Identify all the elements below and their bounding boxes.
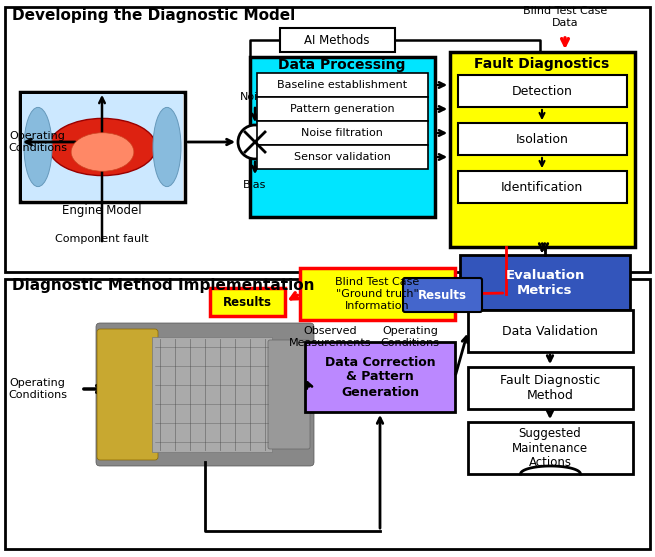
Circle shape	[238, 125, 272, 159]
FancyBboxPatch shape	[250, 57, 435, 217]
Text: Data Validation: Data Validation	[502, 325, 598, 338]
FancyBboxPatch shape	[468, 367, 633, 409]
Text: Developing the Diagnostic Model: Developing the Diagnostic Model	[12, 7, 295, 22]
Text: Results: Results	[223, 296, 272, 309]
FancyBboxPatch shape	[22, 94, 183, 200]
Text: Suggested
Maintenance
Actions: Suggested Maintenance Actions	[512, 427, 588, 470]
Text: Operating
Conditions: Operating Conditions	[8, 378, 67, 400]
Text: Noise: Noise	[240, 92, 271, 102]
Text: Engine Model: Engine Model	[62, 203, 142, 217]
Text: Baseline establishment: Baseline establishment	[277, 80, 407, 90]
FancyBboxPatch shape	[280, 28, 395, 52]
FancyBboxPatch shape	[450, 52, 635, 247]
Text: Evaluation
Metrics: Evaluation Metrics	[505, 269, 585, 297]
FancyBboxPatch shape	[305, 342, 455, 412]
Text: Fault Diagnostics: Fault Diagnostics	[474, 57, 610, 71]
Text: Diagnostic Method Implementation: Diagnostic Method Implementation	[12, 277, 314, 292]
FancyBboxPatch shape	[257, 97, 428, 121]
Text: Detection: Detection	[512, 85, 572, 97]
Text: Sensor validation: Sensor validation	[293, 152, 390, 162]
FancyBboxPatch shape	[403, 278, 482, 312]
Text: Results: Results	[417, 289, 466, 301]
FancyBboxPatch shape	[5, 7, 650, 272]
Text: Noise filtration: Noise filtration	[301, 128, 383, 138]
FancyBboxPatch shape	[257, 145, 428, 169]
FancyBboxPatch shape	[468, 422, 633, 474]
FancyBboxPatch shape	[468, 310, 633, 352]
Text: Data Processing: Data Processing	[278, 58, 405, 72]
FancyBboxPatch shape	[458, 123, 627, 155]
Text: Blind Test Case
"Ground truth"
Information: Blind Test Case "Ground truth" Informati…	[335, 277, 419, 311]
FancyBboxPatch shape	[268, 340, 310, 449]
Text: Identification: Identification	[501, 180, 583, 193]
Text: Component fault: Component fault	[55, 234, 149, 244]
Ellipse shape	[24, 108, 52, 187]
Text: Pattern generation: Pattern generation	[290, 104, 394, 114]
FancyBboxPatch shape	[5, 279, 650, 549]
Text: Operating
Conditions: Operating Conditions	[381, 326, 440, 348]
FancyBboxPatch shape	[458, 75, 627, 107]
FancyBboxPatch shape	[96, 323, 314, 466]
FancyBboxPatch shape	[460, 255, 630, 310]
FancyBboxPatch shape	[20, 92, 185, 202]
Text: Isolation: Isolation	[515, 133, 569, 145]
Ellipse shape	[49, 119, 156, 175]
Ellipse shape	[153, 108, 181, 187]
Ellipse shape	[71, 133, 134, 171]
FancyBboxPatch shape	[210, 288, 285, 316]
FancyBboxPatch shape	[300, 268, 455, 320]
Text: Bias: Bias	[243, 180, 267, 190]
FancyBboxPatch shape	[152, 337, 272, 452]
Text: Operating
Conditions: Operating Conditions	[8, 131, 67, 153]
Text: Fault Diagnostic
Method: Fault Diagnostic Method	[500, 374, 600, 402]
FancyBboxPatch shape	[257, 121, 428, 145]
Text: AI Methods: AI Methods	[305, 33, 370, 46]
FancyBboxPatch shape	[97, 329, 158, 460]
Text: Observed
Measurements: Observed Measurements	[289, 326, 371, 348]
FancyBboxPatch shape	[257, 73, 428, 97]
Text: Data Correction
& Pattern
Generation: Data Correction & Pattern Generation	[325, 355, 436, 398]
FancyBboxPatch shape	[458, 171, 627, 203]
Text: Blind Test Case
Data: Blind Test Case Data	[523, 6, 607, 28]
